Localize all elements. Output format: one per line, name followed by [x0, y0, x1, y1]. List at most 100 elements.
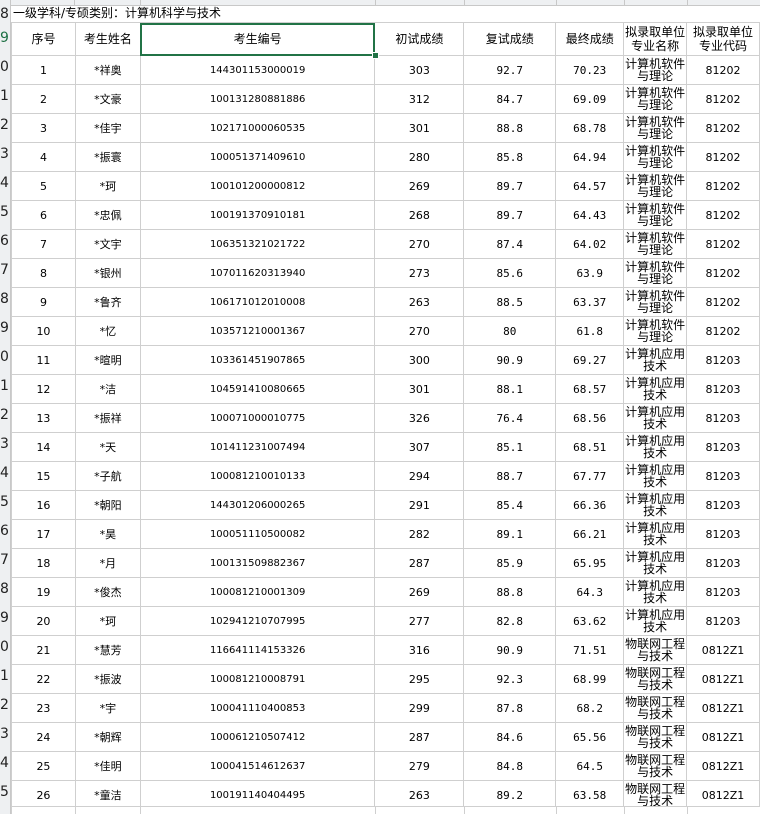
- header-seq[interactable]: 序号: [11, 22, 76, 56]
- cell-major-code[interactable]: 0812Z1: [686, 722, 760, 752]
- cell-seq[interactable]: 9: [11, 287, 76, 317]
- cell-name[interactable]: *朝阳: [74, 490, 141, 520]
- cell-final-score[interactable]: 61.8: [555, 316, 625, 346]
- cell-seq[interactable]: 11: [11, 345, 76, 375]
- cell-seq[interactable]: 7: [11, 229, 76, 259]
- cell-final-score[interactable]: 68.99: [555, 664, 625, 694]
- cell-name[interactable]: *银州: [74, 258, 141, 288]
- cell-seq[interactable]: 14: [11, 432, 76, 462]
- cell-prelim-score[interactable]: 295: [374, 664, 465, 694]
- cell-major-code[interactable]: 81203: [686, 461, 760, 491]
- cell-major-name[interactable]: 物联网工程与技术: [623, 664, 688, 694]
- cell-prelim-score[interactable]: 280: [374, 142, 465, 172]
- cell-retest-score[interactable]: 90.9: [463, 635, 557, 665]
- cell-major-code[interactable]: 81203: [686, 490, 760, 520]
- cell-retest-score[interactable]: 89.1: [463, 519, 557, 549]
- cell-major-code[interactable]: 0812Z1: [686, 693, 760, 723]
- cell-exam-id[interactable]: 100131280881886: [139, 84, 376, 114]
- cell-exam-id[interactable]: 106351321021722: [139, 229, 376, 259]
- cell-seq[interactable]: 2: [11, 84, 76, 114]
- cell-exam-id[interactable]: 100081210001309: [139, 577, 376, 607]
- cell-prelim-score[interactable]: 303: [374, 55, 465, 85]
- cell-major-code[interactable]: 81202: [686, 200, 760, 230]
- cell-major-code[interactable]: 81203: [686, 374, 760, 404]
- cell-prelim-score[interactable]: 326: [374, 403, 465, 433]
- cell-seq[interactable]: 4: [11, 142, 76, 172]
- row-header-strip[interactable]: 8 9 0 1 2 3 4 5 6 7 8 9 0 1 2 3 4 5 6 7 8 9 0 1 2 3 4 5: [0, 5, 11, 814]
- cell-exam-id[interactable]: 116641114153326: [139, 635, 376, 665]
- cell-prelim-score[interactable]: 270: [374, 316, 465, 346]
- row-number[interactable]: 2: [0, 117, 9, 133]
- header-major-code[interactable]: 拟录取单位专业代码: [686, 22, 760, 56]
- cell-exam-id[interactable]: 100101200000812: [139, 171, 376, 201]
- cell-final-score[interactable]: 67.77: [555, 461, 625, 491]
- cell-major-code[interactable]: 81202: [686, 84, 760, 114]
- row-number[interactable]: 4: [0, 175, 9, 191]
- cell-retest-score[interactable]: 84.7: [463, 84, 557, 114]
- cell-final-score[interactable]: 64.43: [555, 200, 625, 230]
- cell-major-name[interactable]: 计算机应用技术: [623, 490, 688, 520]
- cell-final-score[interactable]: 64.57: [555, 171, 625, 201]
- cell-major-code[interactable]: 81202: [686, 316, 760, 346]
- cell-exam-id[interactable]: 100041514612637: [139, 751, 376, 781]
- cell-name[interactable]: *昊: [74, 519, 141, 549]
- cell-retest-score[interactable]: 92.3: [463, 664, 557, 694]
- cell-retest-score[interactable]: 84.8: [463, 751, 557, 781]
- cell-seq[interactable]: 19: [11, 577, 76, 607]
- cell-prelim-score[interactable]: 312: [374, 84, 465, 114]
- cell-seq[interactable]: 20: [11, 606, 76, 636]
- cell-name[interactable]: *暄明: [74, 345, 141, 375]
- cell-major-code[interactable]: 81203: [686, 548, 760, 578]
- header-name[interactable]: 考生姓名: [74, 22, 141, 56]
- cell-prelim-score[interactable]: 301: [374, 374, 465, 404]
- cell-prelim-score[interactable]: 294: [374, 461, 465, 491]
- cell-seq[interactable]: 13: [11, 403, 76, 433]
- cell-retest-score[interactable]: 88.1: [463, 374, 557, 404]
- cell-final-score[interactable]: 71.51: [555, 635, 625, 665]
- cell-retest-score[interactable]: 89.7: [463, 171, 557, 201]
- cell-major-code[interactable]: 81202: [686, 171, 760, 201]
- row-number[interactable]: 7: [0, 552, 9, 568]
- cell-prelim-score[interactable]: 269: [374, 577, 465, 607]
- cell-final-score[interactable]: 64.94: [555, 142, 625, 172]
- cell-name[interactable]: *洁: [74, 374, 141, 404]
- cell-final-score[interactable]: 64.5: [555, 751, 625, 781]
- row-number[interactable]: 2: [0, 407, 9, 423]
- cell-name[interactable]: *子航: [74, 461, 141, 491]
- header-major-name[interactable]: 拟录取单位专业名称: [623, 22, 688, 56]
- cell-major-name[interactable]: 计算机软件与理论: [623, 142, 688, 172]
- cell-final-score[interactable]: 66.36: [555, 490, 625, 520]
- cell-name[interactable]: *朝辉: [74, 722, 141, 752]
- row-number[interactable]: 0: [0, 639, 9, 655]
- row-number[interactable]: 3: [0, 146, 9, 162]
- cell-major-code[interactable]: 0812Z1: [686, 780, 760, 810]
- cell-name[interactable]: *月: [74, 548, 141, 578]
- cell-major-name[interactable]: 计算机软件与理论: [623, 287, 688, 317]
- cell-retest-score[interactable]: 88.8: [463, 577, 557, 607]
- cell-final-score[interactable]: 68.57: [555, 374, 625, 404]
- row-number[interactable]: 4: [0, 755, 9, 771]
- cell-exam-id[interactable]: 100131509882367: [139, 548, 376, 578]
- cell-seq[interactable]: 25: [11, 751, 76, 781]
- cell-retest-score[interactable]: 76.4: [463, 403, 557, 433]
- cell-retest-score[interactable]: 80: [463, 316, 557, 346]
- cell-major-code[interactable]: 81203: [686, 519, 760, 549]
- row-number[interactable]: 6: [0, 233, 9, 249]
- cell-major-name[interactable]: 计算机应用技术: [623, 577, 688, 607]
- cell-name[interactable]: *文宇: [74, 229, 141, 259]
- cell-retest-score[interactable]: 82.8: [463, 606, 557, 636]
- cell-major-name[interactable]: 计算机软件与理论: [623, 55, 688, 85]
- cell-major-name[interactable]: 计算机应用技术: [623, 345, 688, 375]
- cell-major-name[interactable]: 物联网工程与技术: [623, 693, 688, 723]
- cell-final-score[interactable]: 63.9: [555, 258, 625, 288]
- cell-major-code[interactable]: 81202: [686, 142, 760, 172]
- row-number[interactable]: 5: [0, 784, 9, 800]
- cell-major-code[interactable]: 81203: [686, 403, 760, 433]
- cell-prelim-score[interactable]: 263: [374, 287, 465, 317]
- row-number[interactable]: 8: [0, 6, 9, 22]
- row-number[interactable]: 9: [0, 30, 9, 46]
- cell-prelim-score[interactable]: 301: [374, 113, 465, 143]
- cell-major-name[interactable]: 计算机应用技术: [623, 606, 688, 636]
- title-row[interactable]: 一级学科/专硕类别：计算机科学与技术: [11, 5, 760, 23]
- cell-prelim-score[interactable]: 279: [374, 751, 465, 781]
